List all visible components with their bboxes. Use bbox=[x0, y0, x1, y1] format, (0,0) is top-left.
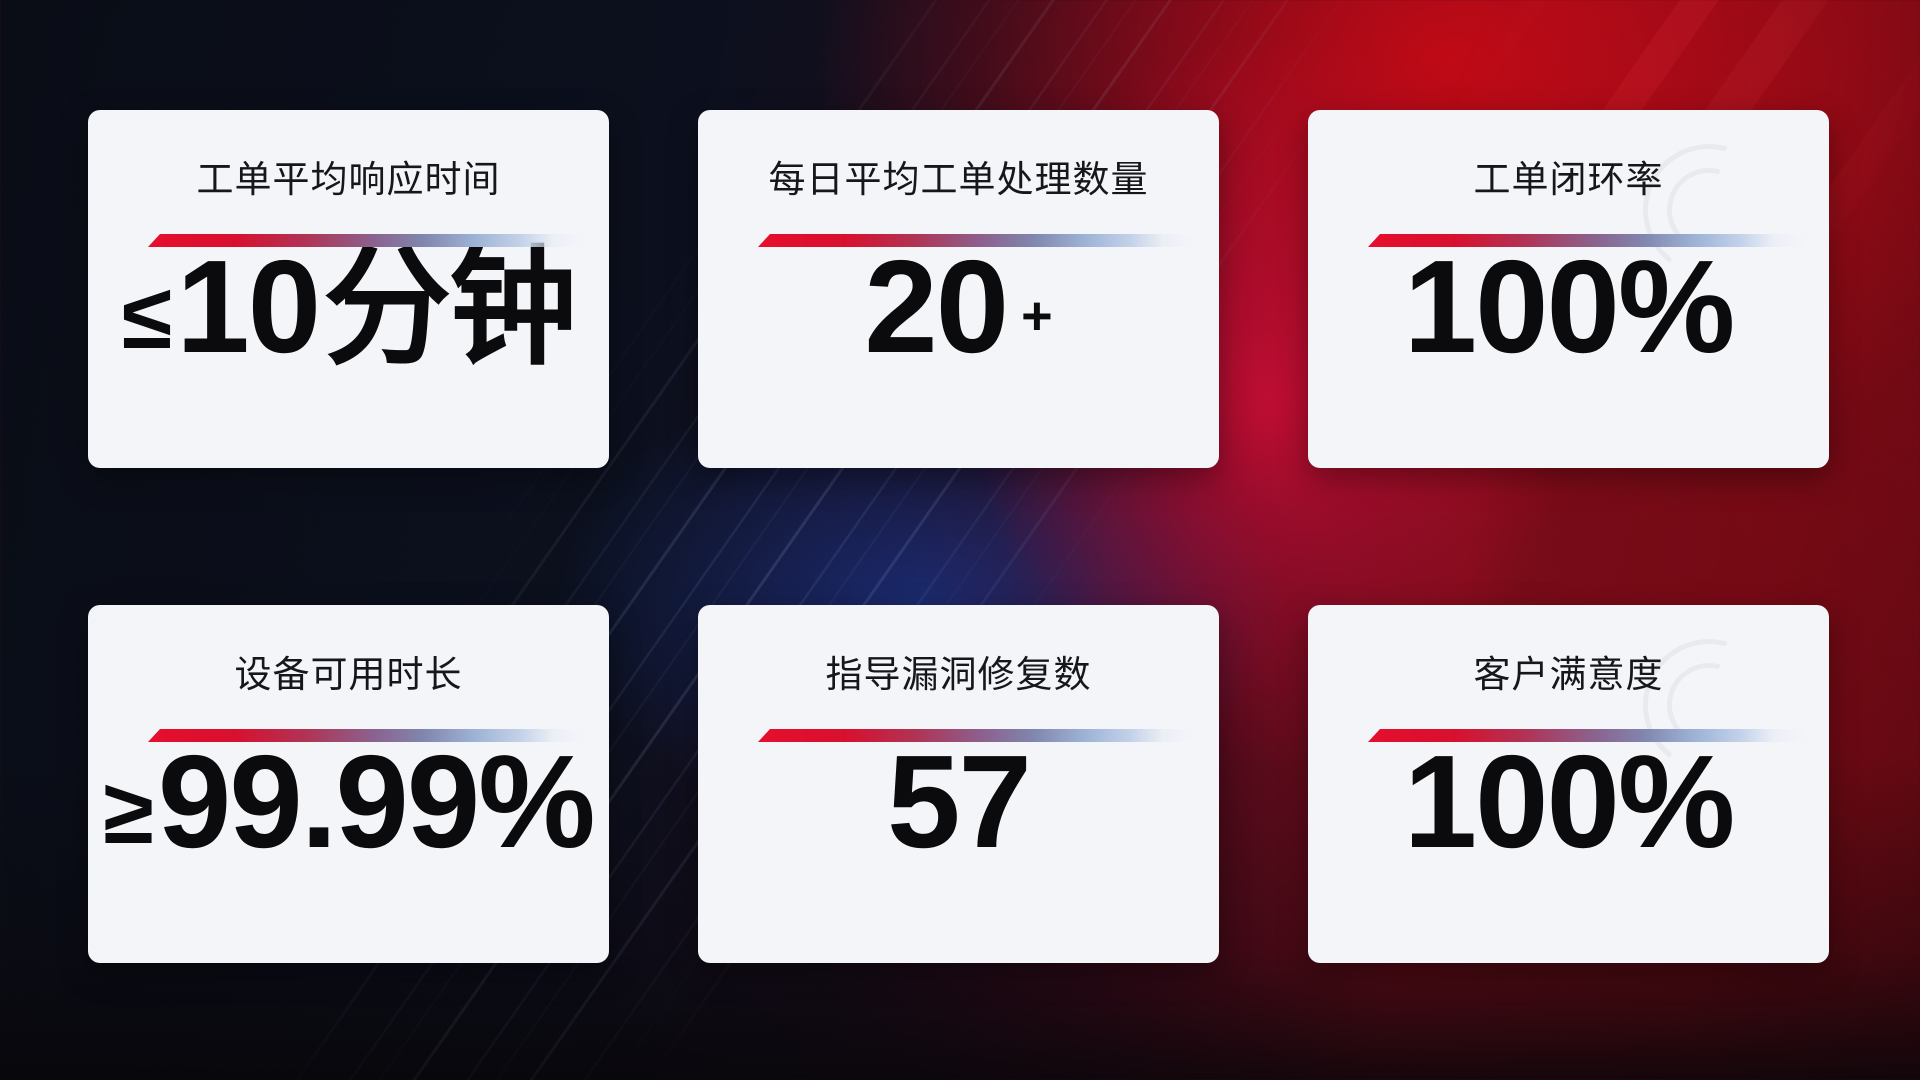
value-number: 10 bbox=[176, 233, 321, 380]
metric-value: 100% bbox=[1403, 233, 1736, 456]
accent-underline bbox=[758, 234, 1195, 247]
value-number: 20 bbox=[864, 233, 1009, 380]
accent-underline bbox=[1368, 729, 1805, 742]
accent-underline bbox=[148, 729, 585, 742]
metric-value: ≥ 99.99% bbox=[103, 728, 596, 951]
metric-value: ≤ 10 分钟 bbox=[121, 233, 577, 456]
accent-underline bbox=[758, 729, 1195, 742]
value-plus-sign: + bbox=[1021, 286, 1053, 346]
value-prefix: ≤ bbox=[121, 266, 173, 368]
metric-value: 57 bbox=[887, 728, 1032, 951]
metric-card-response-time: 工单平均响应时间 ≤ 10 分钟 bbox=[88, 110, 609, 468]
card-title: 工单平均响应时间 bbox=[196, 159, 501, 200]
metric-card-grid: 工单平均响应时间 ≤ 10 分钟 每日平均工单处理数量 20 + 工单闭环率 1… bbox=[0, 0, 1920, 963]
value-unit: 分钟 bbox=[323, 237, 577, 380]
value-number: 100% bbox=[1403, 233, 1736, 380]
metric-value: 20 + bbox=[864, 241, 1052, 456]
metric-card-daily-tickets: 每日平均工单处理数量 20 + bbox=[698, 110, 1219, 468]
metric-card-customer-satisfaction: 客户满意度 100% bbox=[1308, 605, 1829, 963]
value-prefix: ≥ bbox=[103, 761, 154, 863]
value-number: 99.99% bbox=[157, 728, 596, 875]
card-title: 客户满意度 bbox=[1473, 654, 1664, 695]
value-number: 57 bbox=[887, 728, 1032, 875]
card-title: 指导漏洞修复数 bbox=[825, 654, 1092, 695]
metric-card-vuln-fixes: 指导漏洞修复数 57 bbox=[698, 605, 1219, 963]
card-title: 设备可用时长 bbox=[234, 654, 463, 695]
accent-underline bbox=[1368, 234, 1805, 247]
metric-card-device-availability: 设备可用时长 ≥ 99.99% bbox=[88, 605, 609, 963]
metric-card-closure-rate: 工单闭环率 100% bbox=[1308, 110, 1829, 468]
metric-value: 100% bbox=[1403, 728, 1736, 951]
value-number: 100% bbox=[1403, 728, 1736, 875]
card-title: 工单闭环率 bbox=[1473, 159, 1664, 200]
card-title: 每日平均工单处理数量 bbox=[768, 159, 1149, 200]
accent-underline bbox=[148, 234, 585, 247]
